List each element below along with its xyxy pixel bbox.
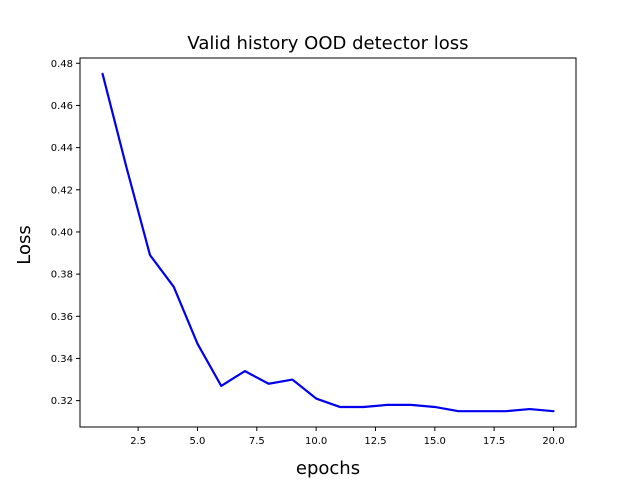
plot-frame [79, 57, 577, 428]
x-tick-label: 20.0 [542, 436, 564, 447]
y-tick-label: 0.34 [51, 354, 73, 365]
y-tick-label: 0.38 [51, 270, 73, 281]
y-tick-label: 0.48 [51, 59, 73, 70]
chart-title: Valid history OOD detector loss [187, 33, 468, 54]
y-axis-label: Loss [14, 225, 35, 264]
x-tick-label: 5.0 [190, 436, 206, 447]
y-tick-label: 0.42 [51, 185, 73, 196]
y-tick-label: 0.32 [51, 396, 73, 407]
y-tick-label: 0.46 [51, 101, 73, 112]
x-tick-label: 2.5 [130, 436, 146, 447]
x-tick-label: 10.0 [305, 436, 327, 447]
y-tick-label: 0.40 [51, 227, 73, 238]
y-tick-label: 0.36 [51, 312, 73, 323]
y-tick-label: 0.44 [51, 143, 73, 154]
x-tick-label: 7.5 [249, 436, 265, 447]
x-tick-label: 17.5 [483, 436, 505, 447]
x-tick-label: 12.5 [364, 436, 386, 447]
x-tick-label: 15.0 [424, 436, 446, 447]
series-line [101, 72, 555, 413]
plot-area: 2.5 5.0 7.5 10.0 12.5 15.0 17.5 20.0 0.32 0.34 0.3… [51, 57, 577, 447]
x-axis-label: epochs [296, 458, 360, 479]
